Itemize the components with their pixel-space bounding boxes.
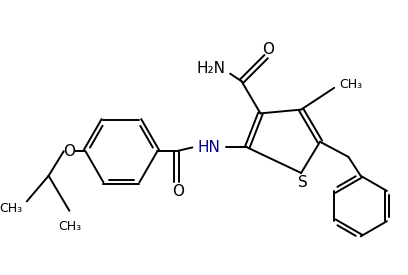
Text: H₂N: H₂N [197, 61, 226, 76]
Text: HN: HN [198, 140, 221, 155]
Text: O: O [63, 144, 75, 159]
Text: O: O [262, 42, 274, 57]
Text: CH₃: CH₃ [0, 202, 22, 215]
Text: CH₃: CH₃ [58, 220, 81, 233]
Text: O: O [172, 184, 184, 199]
Text: S: S [298, 175, 308, 190]
Text: CH₃: CH₃ [340, 78, 363, 90]
